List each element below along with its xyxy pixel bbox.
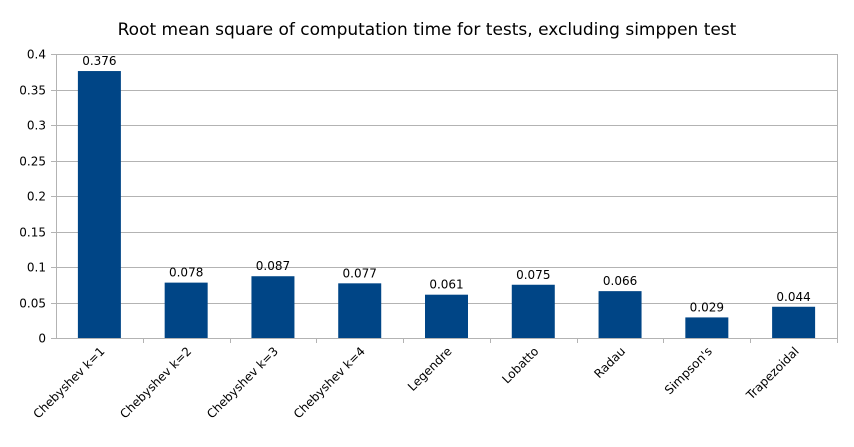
- y-tick-label: 0.35: [19, 84, 46, 98]
- x-tick-label: Chebyshev k=4: [291, 344, 368, 421]
- y-tick-label: 0.2: [27, 190, 46, 204]
- bar: [685, 317, 729, 338]
- x-tick-label: Lobatto: [499, 344, 541, 386]
- y-tick-label: 0.15: [19, 226, 46, 240]
- bar: [425, 294, 468, 338]
- data-label: 0.376: [82, 54, 116, 68]
- data-label: 0.078: [169, 266, 203, 280]
- data-label: 0.087: [256, 259, 290, 273]
- bar: [772, 306, 816, 338]
- y-tick-label: 0.25: [19, 155, 46, 169]
- x-tick-label: Trapezoidal: [743, 344, 802, 403]
- bar: [164, 282, 208, 338]
- y-tick-label: 0: [38, 332, 46, 346]
- y-tick-label: 0.3: [27, 119, 46, 133]
- y-tick-label: 0.1: [27, 261, 46, 275]
- data-label: 0.029: [690, 300, 724, 314]
- y-tick-label: 0.4: [27, 48, 46, 62]
- bar: [338, 283, 382, 338]
- bars: [77, 71, 816, 338]
- y-tick-label: 0.05: [19, 297, 46, 311]
- labels: 0 0.05 0.1 0.15 0.2 0.25 0.3 0.35 0.4 0.376 Chebys…: [19, 48, 811, 422]
- x-tick-label: Legendre: [405, 344, 455, 394]
- x-tick-label: Chebyshev k=2: [117, 344, 194, 421]
- data-label: 0.066: [603, 274, 637, 288]
- x-tick-label: Chebyshev k=3: [204, 344, 281, 421]
- bar: [77, 71, 121, 338]
- bar: [598, 291, 642, 338]
- data-label: 0.075: [516, 268, 550, 282]
- x-tick-label: Chebyshev k=1: [31, 344, 108, 421]
- x-tick-label: Radau: [591, 344, 628, 381]
- data-label: 0.061: [429, 278, 463, 292]
- x-tick-label: Simpson's: [662, 344, 715, 397]
- data-label: 0.077: [343, 266, 377, 280]
- bar: [511, 284, 555, 338]
- bar: [251, 276, 295, 338]
- chart-title: Root mean square of computation time for…: [117, 20, 737, 40]
- data-label: 0.044: [776, 290, 810, 304]
- axes: [51, 54, 838, 343]
